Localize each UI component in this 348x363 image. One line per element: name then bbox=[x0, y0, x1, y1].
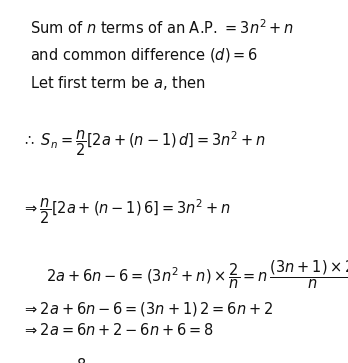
Text: and common difference $(d) = 6$: and common difference $(d) = 6$ bbox=[30, 46, 258, 64]
Text: $a = \dfrac{8}{2} = 4$: $a = \dfrac{8}{2} = 4$ bbox=[50, 356, 116, 363]
Text: Let first term be $a$, then: Let first term be $a$, then bbox=[30, 74, 206, 92]
Text: $\therefore\; S_n = \dfrac{n}{2}\left[2a + (n-1)\,d\right] = 3n^2 + n$: $\therefore\; S_n = \dfrac{n}{2}\left[2a… bbox=[22, 128, 266, 158]
Text: Sum of $n$ terms of an A.P. $= 3n^2 + n$: Sum of $n$ terms of an A.P. $= 3n^2 + n$ bbox=[30, 18, 294, 37]
Text: $\Rightarrow 2a = 6n + 2 - 6n + 6 = 8$: $\Rightarrow 2a = 6n + 2 - 6n + 6 = 8$ bbox=[22, 322, 214, 338]
Text: $2a + 6n - 6 = (3n^2 + n) \times \dfrac{2}{n} = n\,\dfrac{(3n+1)\times 2}{n}$: $2a + 6n - 6 = (3n^2 + n) \times \dfrac{… bbox=[46, 258, 348, 290]
Text: $\Rightarrow 2a + 6n - 6 = (3n + 1)\,2 = 6n + 2$: $\Rightarrow 2a + 6n - 6 = (3n + 1)\,2 =… bbox=[22, 300, 273, 318]
Text: $\Rightarrow \dfrac{n}{2}\left[2a + (n-1)\,6\right] = 3n^2 + n$: $\Rightarrow \dfrac{n}{2}\left[2a + (n-1… bbox=[22, 196, 231, 225]
